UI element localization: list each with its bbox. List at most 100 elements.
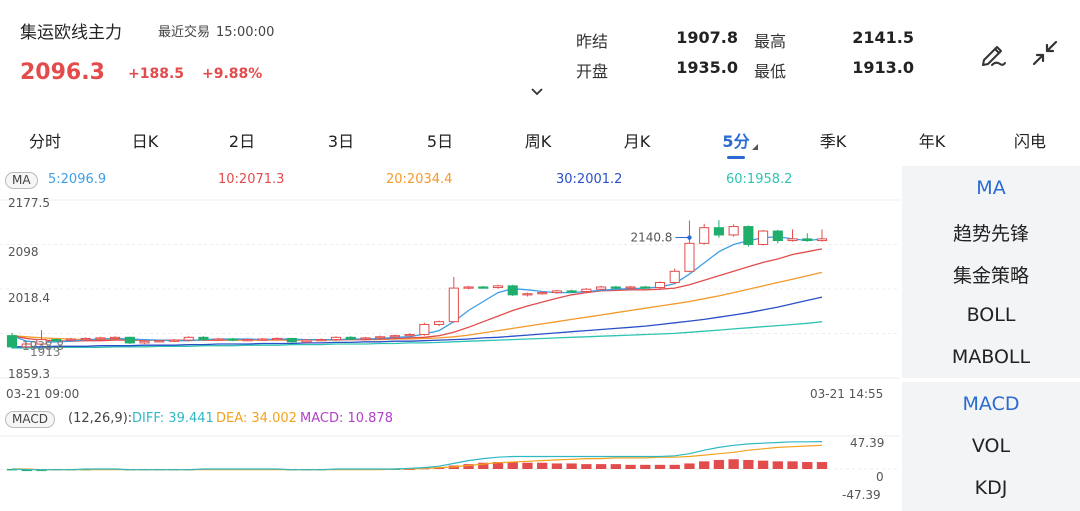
candle-body [566, 290, 577, 293]
tab-quarterly-k[interactable]: 季K [819, 132, 847, 151]
candle-body [242, 339, 253, 342]
tab-weekly-k[interactable]: 周K [524, 132, 552, 151]
tab-intraday[interactable]: 分时 [28, 132, 62, 151]
open-value: 1935.0 [676, 58, 738, 77]
candlestick-chart[interactable]: 2140.8 [0, 192, 900, 402]
macd-params: (12,26,9): [68, 411, 133, 426]
max-marker-label: 2140.8 [630, 231, 672, 245]
macd-bar [802, 462, 813, 469]
macd-value: MACD: 10.878 [300, 411, 393, 426]
macd-bar [433, 467, 445, 469]
candle-body [654, 282, 666, 289]
ma20-line [11, 271, 823, 341]
last-price: 2096.3 [20, 60, 105, 85]
macd-bar [551, 463, 563, 469]
panel-item-ma[interactable]: MA [976, 177, 1006, 199]
candle-body [743, 226, 754, 245]
macd-axis-zero: 0 [876, 470, 884, 484]
candle-body [95, 337, 106, 340]
ma5-value: 5:2096.9 [48, 172, 107, 187]
ma5-line [11, 235, 823, 344]
macd-bar [654, 464, 666, 469]
tab-flash[interactable]: 闪电 [1013, 132, 1047, 151]
macd-chart[interactable] [0, 430, 900, 505]
macd-bar [757, 460, 769, 469]
candle-body [713, 227, 724, 236]
macd-bar [640, 464, 651, 469]
price-axis-overlap-2: 1913 [30, 345, 61, 359]
macd-bar [595, 464, 607, 469]
tab-5day[interactable]: 5日 [426, 132, 454, 151]
tab-monthly-k[interactable]: 月K [623, 132, 651, 151]
ma10-line [11, 248, 823, 342]
macd-axis-bottom: -47.39 [842, 488, 881, 502]
candle-body [522, 293, 533, 296]
macd-bar [669, 464, 680, 469]
candle-body [360, 337, 371, 340]
macd-bar [537, 462, 548, 469]
candle-body [478, 286, 489, 289]
candle-body [36, 339, 47, 345]
ma60-value: 60:1958.2 [726, 172, 793, 187]
tab-3day[interactable]: 3日 [327, 132, 355, 151]
macd-bar [699, 461, 710, 469]
candle-body [6, 335, 18, 348]
panel-item-maboll[interactable]: MABOLL [951, 346, 1031, 368]
candle-body [301, 339, 312, 343]
period-tabs: 分时 日K 2日 3日 5日 周K 月K 5分 季K 年K 闪电 [0, 120, 1080, 160]
candle-body [551, 290, 562, 294]
macd-bar [772, 461, 783, 469]
panel-item-macd[interactable]: MACD [962, 393, 1020, 415]
candle-body [227, 338, 238, 341]
price-axis-overlap-1: 1938.8 [22, 339, 64, 353]
low-label: 最低 [754, 62, 787, 81]
macd-axis-top: 47.39 [850, 436, 885, 450]
candle-body [110, 336, 121, 340]
candle-body [816, 238, 828, 242]
candle-body [198, 336, 209, 341]
candle-body [492, 285, 504, 289]
macd-bar [787, 461, 798, 469]
candle-body [168, 339, 180, 342]
indicator-pill-macd[interactable]: MACD [5, 411, 55, 428]
indicator-panel: MA 趋势先锋 集金策略 BOLL MABOLL MACD VOL KDJ [902, 166, 1080, 511]
macd-bar [816, 462, 828, 469]
candles [6, 220, 828, 349]
candle-body [124, 336, 135, 344]
candle-body [51, 339, 62, 342]
panel-item-strategy[interactable]: 集金策略 [952, 265, 1029, 287]
macd-diff-line [11, 441, 823, 471]
collapse-fullscreen-icon[interactable] [1030, 38, 1060, 68]
panel-item-kdj[interactable]: KDJ [974, 477, 1008, 499]
macd-diff: DIFF: 39.441 [132, 411, 214, 426]
max-marker: 2140.8 [630, 231, 692, 245]
ma10-value: 10:2071.3 [218, 172, 285, 187]
price-change: +188.5 [128, 66, 185, 82]
tab-dropdown-arrow-icon[interactable] [752, 144, 758, 150]
draw-pen-icon[interactable] [978, 38, 1008, 68]
macd-bar [522, 462, 533, 469]
panel-item-vol[interactable]: VOL [971, 435, 1011, 457]
price-axis-2018: 2018.4 [8, 291, 50, 305]
tab-2day[interactable]: 2日 [228, 132, 256, 151]
candle-body [316, 339, 327, 342]
candle-body [537, 292, 548, 295]
panel-item-boll[interactable]: BOLL [966, 304, 1016, 326]
time-axis-start: 03-21 09:00 [6, 387, 80, 401]
prev-settle-value: 1907.8 [676, 28, 738, 47]
tab-daily-k[interactable]: 日K [131, 132, 159, 151]
candle-body [419, 323, 430, 336]
macd-bar [581, 464, 592, 469]
indicator-pill-ma[interactable]: MA [5, 172, 38, 189]
panel-item-trend[interactable]: 趋势先锋 [952, 223, 1029, 245]
expand-chevron-icon[interactable] [531, 88, 543, 96]
tab-5min[interactable]: 5分 [722, 132, 750, 151]
tab-yearly-k[interactable]: 年K [918, 132, 946, 151]
macd-bar [492, 462, 504, 469]
open-label: 开盘 [576, 62, 609, 81]
macd-bar [507, 462, 518, 469]
candle-body [802, 238, 813, 242]
price-axis-2098: 2098 [8, 245, 39, 259]
low-value: 1913.0 [852, 58, 914, 77]
max-marker-dot [687, 235, 692, 240]
